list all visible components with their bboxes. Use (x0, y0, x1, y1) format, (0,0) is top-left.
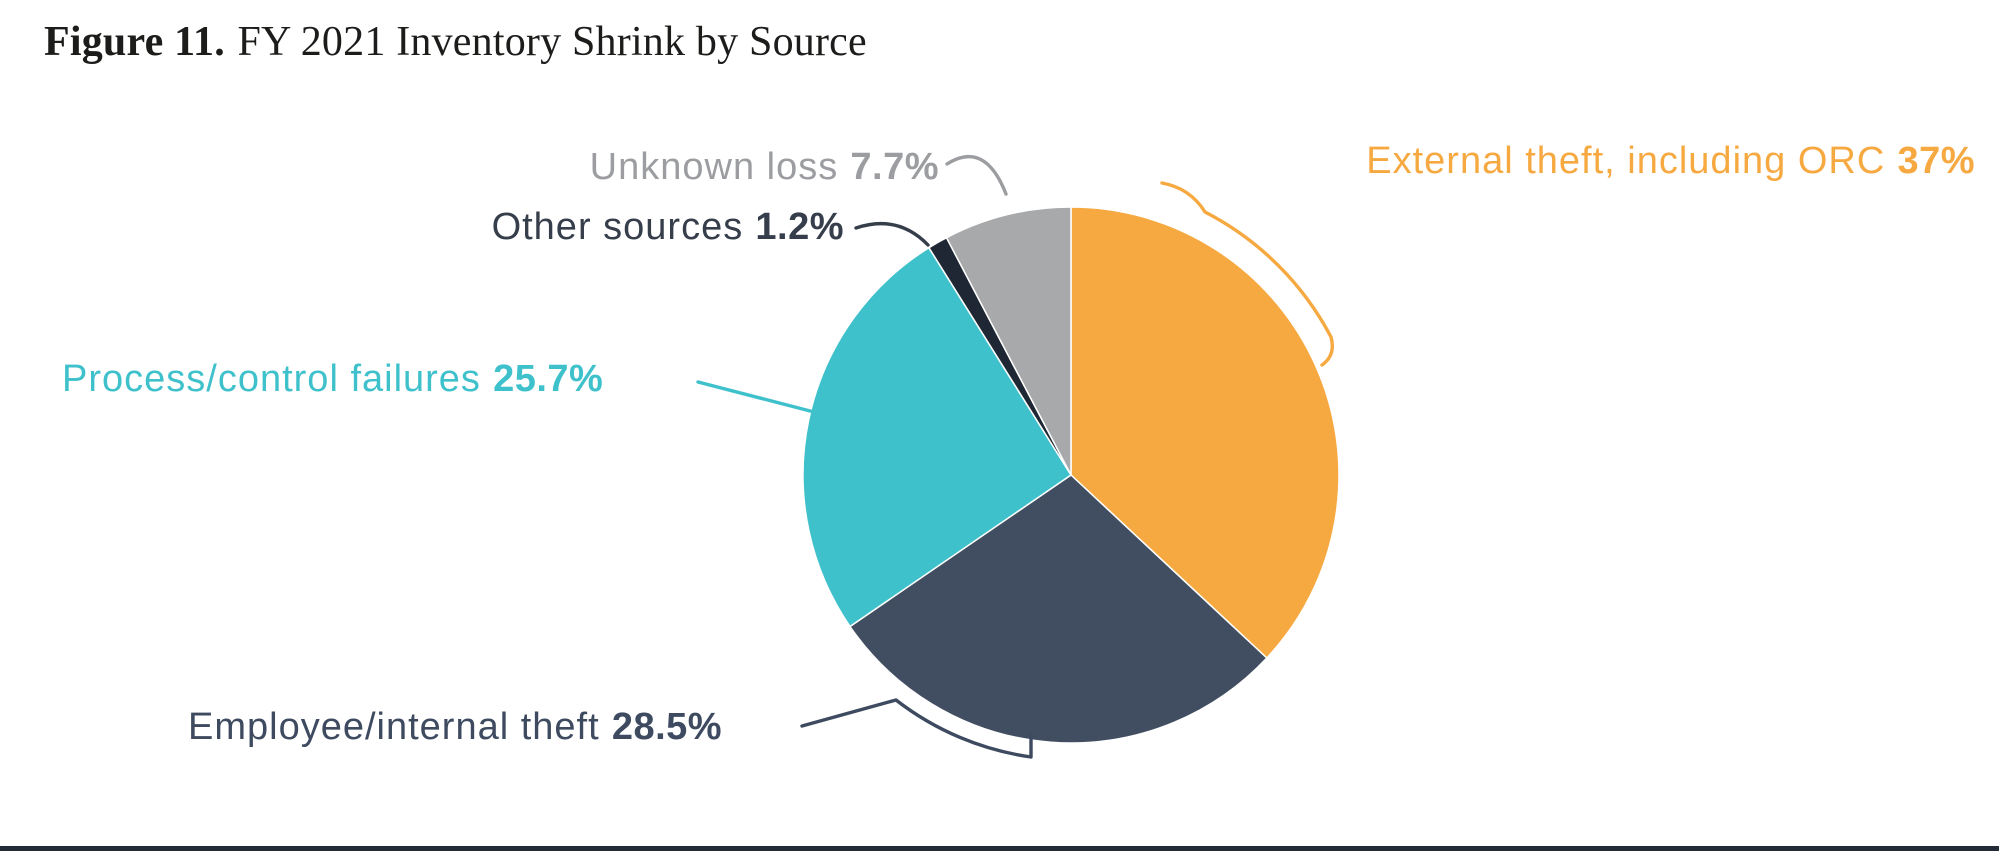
slice-label-text: External theft, including ORC (1366, 140, 1886, 182)
slice-value: 25.7% (493, 358, 604, 400)
leader-line-external-theft (1160, 181, 1335, 367)
slice-value: 37% (1897, 140, 1975, 182)
slice-label-text: Process/control failures (62, 358, 481, 400)
pie-slice-process-control-failures (802, 246, 1072, 628)
bottom-rule (0, 846, 1999, 851)
slice-label-text: Other sources (491, 206, 744, 248)
figure-title: Figure 11. FY 2021 Inventory Shrink by So… (44, 18, 867, 66)
leader-line-other-sources (854, 221, 930, 247)
pie-slice-external-theft (1070, 206, 1340, 659)
leader-line-employee-theft (800, 698, 1033, 759)
pie-slice-unknown-loss (945, 206, 1072, 476)
slice-value: 7.7% (850, 146, 939, 188)
slice-value: 1.2% (755, 206, 844, 248)
leader-line-process-failures (696, 380, 816, 414)
leader-line-unknown-loss (945, 154, 1008, 196)
slice-value: 28.5% (611, 706, 723, 748)
figure-number: Figure 11. (44, 19, 225, 65)
label-other-sources: Other sources 1.2% (492, 206, 844, 250)
label-employee-theft: Employee/internal theft 28.5% (188, 706, 722, 750)
figure-title-text: FY 2021 Inventory Shrink by Source (237, 19, 867, 65)
label-external-theft: External theft, including ORC 37% (1366, 140, 1975, 184)
pie-slice-employee-internal-theft (849, 474, 1268, 744)
label-unknown-loss: Unknown loss 7.7% (590, 146, 939, 190)
label-process-failures: Process/control failures 25.7% (62, 358, 603, 402)
slice-label-text: Unknown loss (589, 146, 839, 188)
pie-slices (802, 206, 1340, 744)
slice-label-text: Employee/internal theft (188, 706, 600, 748)
